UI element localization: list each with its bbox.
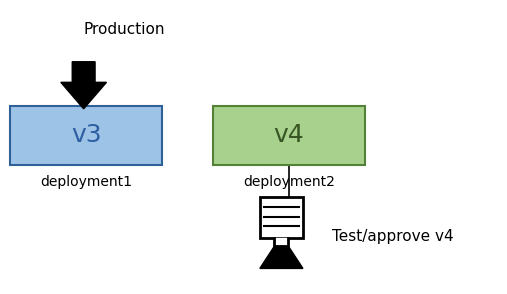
Text: Production: Production [84, 22, 165, 37]
FancyArrow shape [61, 62, 106, 109]
Polygon shape [274, 238, 288, 246]
Text: v3: v3 [71, 123, 101, 147]
FancyBboxPatch shape [10, 106, 162, 165]
FancyBboxPatch shape [260, 197, 303, 238]
Text: deployment1: deployment1 [40, 175, 132, 189]
Text: Test/approve v4: Test/approve v4 [332, 229, 454, 244]
FancyBboxPatch shape [213, 106, 365, 165]
Polygon shape [260, 246, 303, 268]
Text: deployment2: deployment2 [243, 175, 335, 189]
Text: v4: v4 [274, 123, 304, 147]
